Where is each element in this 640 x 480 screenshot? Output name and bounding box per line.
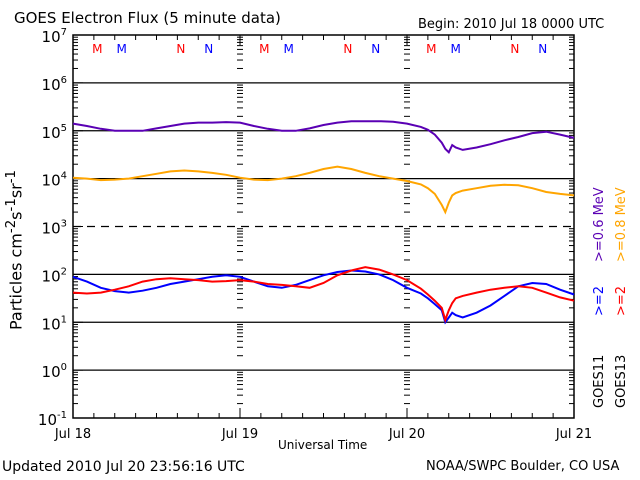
x-tick-label: Jul 21	[555, 427, 592, 442]
y-tick-label: 106	[42, 75, 67, 94]
y-axis-label: Particles cm-2s-1sr-1	[4, 169, 26, 331]
satellite-marker: N	[371, 42, 380, 56]
x-tick-label: Jul 18	[54, 427, 91, 442]
x-tick-label: Jul 19	[221, 427, 258, 442]
satellite-marker: N	[176, 42, 185, 56]
satellite-marker: M	[117, 42, 127, 56]
satellite-marker: N	[204, 42, 213, 56]
legend-goes11-low: >=2	[592, 285, 607, 316]
source-credit: NOAA/SWPC Boulder, CO USA	[426, 459, 620, 474]
satellite-marker: N	[538, 42, 547, 56]
legend-goes13-sat: GOES13	[614, 354, 629, 408]
updated-time: Updated 2010 Jul 20 23:56:16 UTC	[2, 459, 245, 475]
y-axis-label-text: Particles cm	[6, 233, 26, 331]
legend-goes11-sat: GOES11	[592, 354, 607, 408]
satellite-marker: M	[259, 42, 269, 56]
satellite-marker: M	[451, 42, 461, 56]
satellite-marker: M	[92, 42, 102, 56]
y-tick-label: 102	[42, 266, 67, 285]
legend-goes11-high: >=0.6 MeV	[592, 187, 607, 262]
series-line	[72, 120, 575, 154]
series-line	[72, 266, 575, 324]
satellite-marker: N	[510, 42, 519, 56]
y-tick-label: 107	[42, 27, 67, 46]
x-axis-label: Universal Time	[278, 438, 368, 452]
x-tick-label: Jul 20	[388, 427, 425, 442]
legend-goes13-low: >=2	[614, 285, 629, 316]
y-tick-label: 103	[42, 219, 67, 238]
satellite-marker: M	[284, 42, 294, 56]
y-tick-label: 100	[42, 362, 67, 381]
satellite-marker: M	[426, 42, 436, 56]
y-tick-label: 105	[42, 123, 67, 142]
y-tick-label: 101	[42, 314, 67, 333]
satellite-marker: N	[343, 42, 352, 56]
begin-time: Begin: 2010 Jul 18 0000 UTC	[418, 17, 605, 32]
series-line	[72, 165, 575, 215]
legend-goes13-high: >=0.8 MeV	[614, 187, 629, 262]
y-tick-label: 104	[42, 171, 67, 190]
series-line	[72, 269, 575, 325]
chart-title: GOES Electron Flux (5 minute data)	[14, 9, 281, 27]
